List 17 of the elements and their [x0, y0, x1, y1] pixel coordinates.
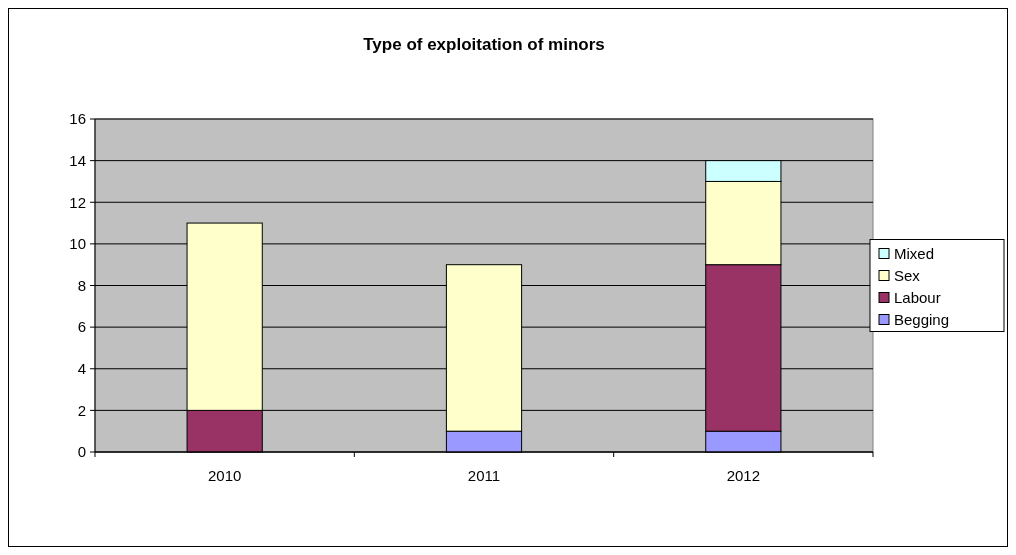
y-tick-label: 10	[69, 235, 86, 253]
legend-label: Begging	[894, 310, 950, 328]
y-tick-label: 16	[69, 110, 86, 128]
legend-label: Mixed	[894, 244, 935, 262]
y-tick-label: 6	[77, 318, 86, 336]
y-tick-label: 8	[77, 276, 86, 294]
legend-label: Labour	[894, 288, 941, 306]
x-tick-label: 2012	[726, 467, 761, 484]
x-tick-label: 2010	[207, 467, 242, 484]
y-tick-label: 12	[69, 193, 86, 211]
y-tick-label: 14	[69, 151, 86, 169]
y-tick-label: 4	[77, 360, 86, 377]
x-tick-label: 2011	[467, 467, 501, 484]
y-tick-label: 0	[77, 443, 86, 461]
y-tick-label: 2	[77, 401, 86, 419]
chart-title: Type of exploitation of minors	[363, 35, 605, 54]
legend-label: Sex	[894, 266, 921, 284]
